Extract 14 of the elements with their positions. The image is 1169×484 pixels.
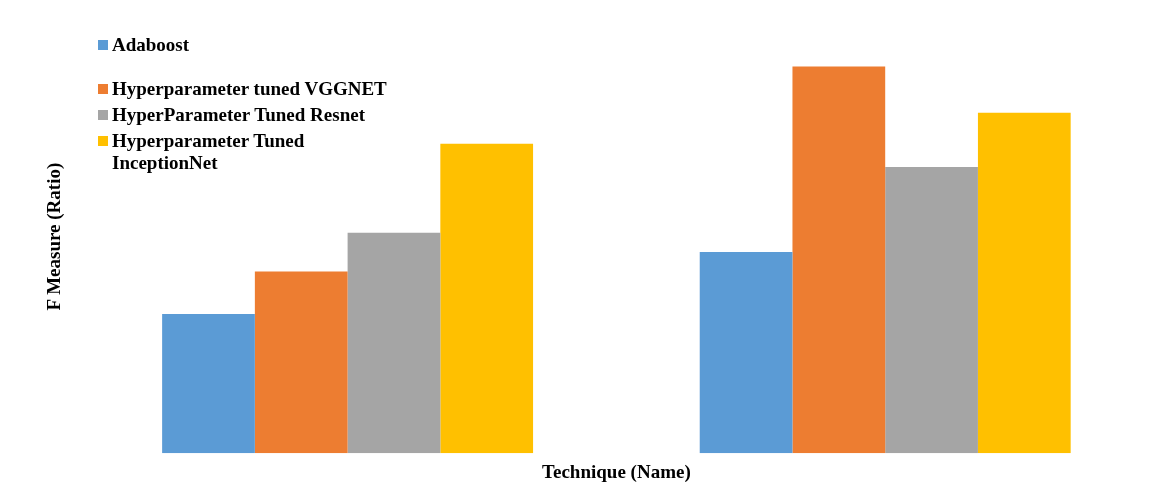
bar bbox=[347, 232, 441, 454]
x-axis-title: Technique (Name) bbox=[542, 460, 691, 483]
y-axis-title: F Measure (Ratio) bbox=[43, 162, 66, 311]
bar bbox=[977, 112, 1071, 454]
bar bbox=[792, 66, 886, 454]
bar bbox=[254, 271, 348, 454]
legend-label: Adaboost bbox=[112, 34, 190, 56]
bar bbox=[699, 252, 793, 454]
bar bbox=[162, 313, 255, 454]
legend-label: Hyperparameter tuned VGGNET bbox=[112, 78, 387, 100]
legend-label: Hyperparameter Tuned InceptionNet bbox=[112, 130, 306, 174]
bar bbox=[885, 166, 978, 454]
bar bbox=[440, 143, 534, 454]
legend-label: HyperParameter Tuned Resnet bbox=[112, 104, 365, 126]
